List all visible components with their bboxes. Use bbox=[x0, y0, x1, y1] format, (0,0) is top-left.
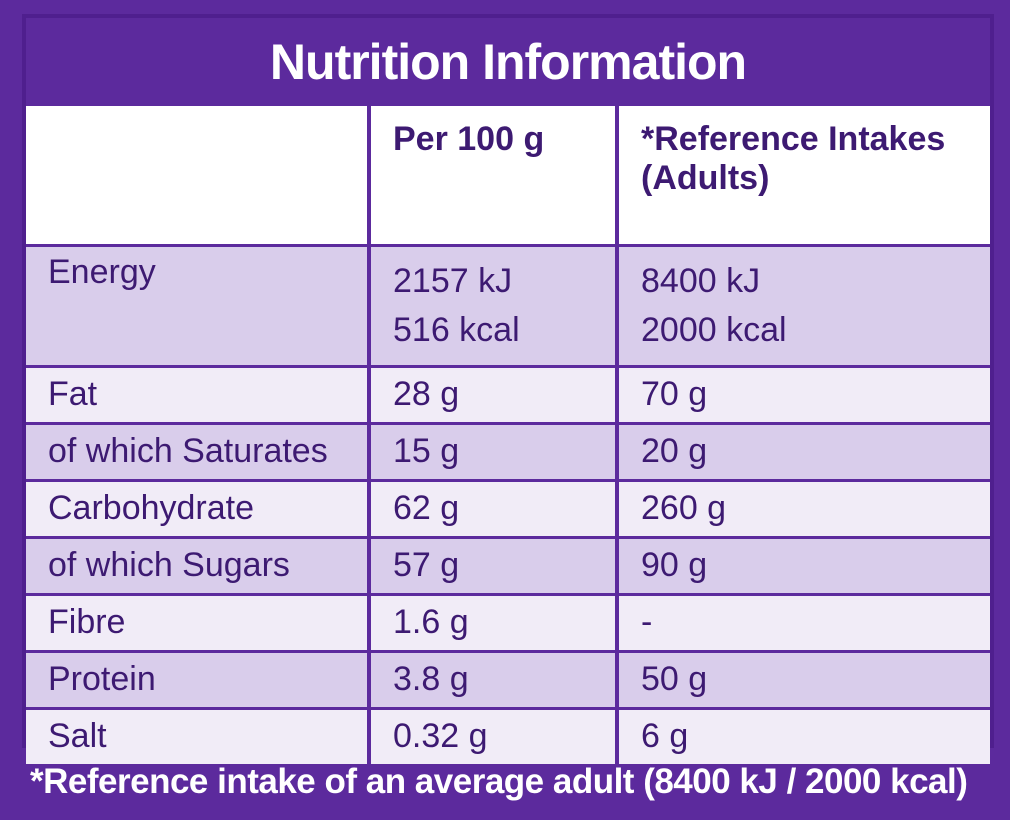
energy-per100-kj: 2157 kJ bbox=[393, 261, 513, 300]
row-per100: 15 g bbox=[367, 422, 617, 481]
energy-ri-kj: 8400 kJ bbox=[641, 261, 761, 300]
row-label: Protein bbox=[26, 650, 369, 709]
table-row: of which Sugars 57 g 90 g bbox=[26, 536, 990, 595]
header-reference-intakes: *Reference Intakes (Adults) bbox=[615, 106, 990, 246]
row-per100: 3.8 g bbox=[367, 650, 617, 709]
row-ri: 50 g bbox=[615, 650, 990, 709]
table-row: Carbohydrate 62 g 260 g bbox=[26, 479, 990, 538]
footnote: *Reference intake of an average adult (8… bbox=[30, 762, 968, 801]
header-nutrient bbox=[26, 106, 369, 246]
row-ri: 70 g bbox=[615, 365, 990, 424]
header-ri-line1: *Reference Intakes bbox=[641, 120, 946, 158]
energy-ri-kcal: 2000 kcal bbox=[641, 311, 787, 349]
table-row: Fat 28 g 70 g bbox=[26, 365, 990, 424]
row-label: of which Sugars bbox=[26, 536, 369, 595]
table-row: Protein 3.8 g 50 g bbox=[26, 650, 990, 709]
nutrition-panel: Nutrition Information Per 100 g *Referen… bbox=[22, 14, 994, 764]
table-row-energy: Energy 2157 kJ 516 kcal 8400 kJ 2000 kca… bbox=[26, 244, 990, 367]
row-label: of which Saturates bbox=[26, 422, 369, 481]
row-label: Fibre bbox=[26, 593, 369, 652]
row-per100: 28 g bbox=[367, 365, 617, 424]
table-row: Salt 0.32 g 6 g bbox=[26, 707, 990, 764]
nutrition-table: Per 100 g *Reference Intakes (Adults) En… bbox=[26, 106, 990, 764]
row-ri: 90 g bbox=[615, 536, 990, 595]
row-per100: 1.6 g bbox=[367, 593, 617, 652]
header-per-100g: Per 100 g bbox=[367, 106, 617, 246]
energy-per100: 2157 kJ 516 kcal bbox=[367, 244, 617, 367]
energy-label: Energy bbox=[26, 244, 369, 367]
row-ri: 260 g bbox=[615, 479, 990, 538]
table-row: of which Saturates 15 g 20 g bbox=[26, 422, 990, 481]
row-label: Fat bbox=[26, 365, 369, 424]
row-per100: 62 g bbox=[367, 479, 617, 538]
energy-ri: 8400 kJ 2000 kcal bbox=[615, 244, 990, 367]
row-ri: - bbox=[615, 593, 990, 652]
row-per100: 57 g bbox=[367, 536, 617, 595]
table-header-row: Per 100 g *Reference Intakes (Adults) bbox=[26, 106, 990, 246]
row-per100: 0.32 g bbox=[367, 707, 617, 764]
header-ri-line2: (Adults) bbox=[641, 159, 770, 198]
row-ri: 6 g bbox=[615, 707, 990, 764]
row-ri: 20 g bbox=[615, 422, 990, 481]
energy-per100-kcal: 516 kcal bbox=[393, 311, 520, 349]
row-label: Salt bbox=[26, 707, 369, 764]
panel-title: Nutrition Information bbox=[26, 18, 990, 106]
row-label: Carbohydrate bbox=[26, 479, 369, 538]
table-row: Fibre 1.6 g - bbox=[26, 593, 990, 652]
